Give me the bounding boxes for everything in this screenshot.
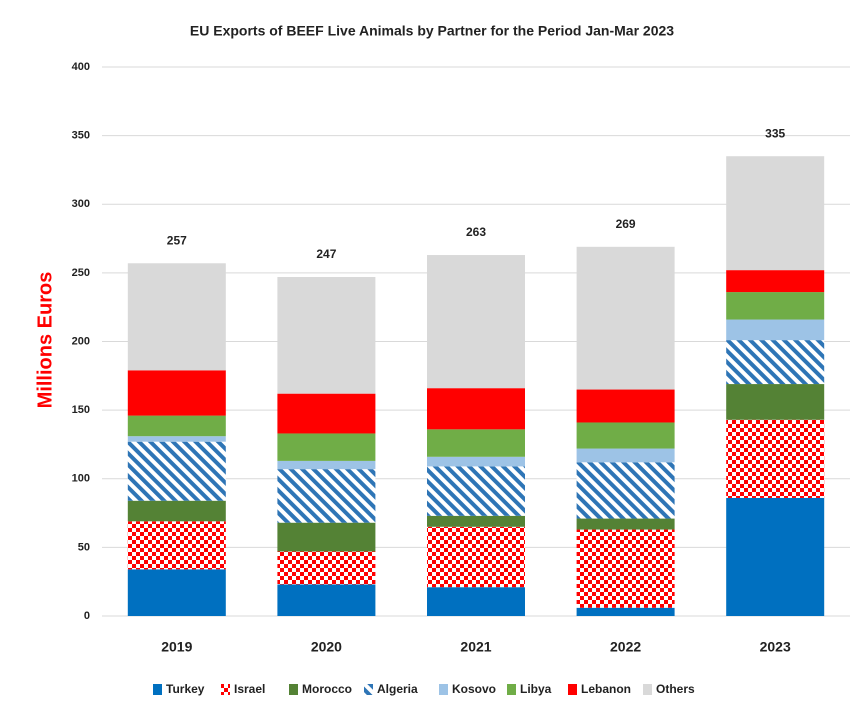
y-tick-label: 0: [84, 610, 90, 622]
bar-segment: [576, 448, 675, 463]
x-tick-label: 2021: [460, 639, 491, 655]
x-tick-label: 2022: [610, 639, 641, 655]
bar-segment: [277, 460, 376, 470]
x-tick-label: 2020: [311, 639, 342, 655]
total-label: 269: [616, 217, 636, 231]
legend-swatch: [568, 684, 577, 695]
legend-label: Algeria: [377, 682, 418, 696]
y-tick-label: 200: [72, 335, 90, 347]
bar-segment: [726, 156, 825, 271]
y-axis-label: Millions Euros: [34, 272, 56, 409]
total-label: 335: [765, 126, 785, 140]
y-tick-label: 350: [72, 130, 90, 142]
chart-title: EU Exports of BEEF Live Animals by Partn…: [190, 23, 674, 39]
bar-segment: [427, 466, 525, 516]
bar-segment: [427, 456, 525, 467]
bar-segment: [576, 462, 675, 519]
legend-label: Morocco: [302, 682, 352, 696]
bar-segment: [277, 584, 376, 616]
bar-segment: [576, 246, 675, 390]
legend-swatch: [507, 684, 516, 695]
bar-segment: [427, 515, 525, 527]
bar-segment: [726, 419, 825, 498]
bar-segment: [576, 607, 675, 616]
bar-segment: [427, 255, 525, 389]
y-tick-label: 100: [72, 473, 90, 485]
bar-segment: [277, 276, 376, 394]
bar-segment: [127, 370, 226, 416]
bar-segment: [127, 415, 226, 437]
bar-segment: [726, 340, 825, 385]
legend-label: Libya: [520, 682, 552, 696]
bar-segment: [427, 429, 525, 457]
bar-segment: [127, 569, 226, 616]
y-tick-label: 150: [72, 404, 90, 416]
bar-segment: [427, 526, 525, 588]
legend-label: Turkey: [166, 682, 205, 696]
bar-segment: [576, 518, 675, 530]
bar-segment: [277, 522, 376, 552]
x-tick-label: 2019: [161, 639, 192, 655]
bar-segment: [277, 393, 376, 434]
bar-segment: [127, 441, 226, 501]
legend-label: Israel: [234, 682, 265, 696]
legend-swatch: [364, 684, 373, 695]
legend-label: Lebanon: [581, 682, 631, 696]
bar-segment: [277, 551, 376, 585]
total-label: 263: [466, 225, 486, 239]
bar-segment: [127, 500, 226, 522]
bar-segment: [127, 263, 226, 371]
y-tick-label: 400: [72, 61, 90, 73]
bar-segment: [277, 469, 376, 523]
legend-label: Others: [656, 682, 695, 696]
x-tick-label: 2023: [760, 639, 791, 655]
bar-segment: [576, 422, 675, 449]
bar-segment: [726, 319, 825, 341]
total-label: 257: [167, 233, 187, 247]
legend-swatch: [289, 684, 298, 695]
y-tick-label: 50: [78, 541, 90, 553]
legend-swatch: [439, 684, 448, 695]
bar-segment: [427, 388, 525, 430]
bar-segment: [427, 587, 525, 616]
bar-segment: [576, 529, 675, 608]
legend-swatch: [153, 684, 162, 695]
legend-label: Kosovo: [452, 682, 496, 696]
bar-segment: [726, 292, 825, 320]
legend-swatch: [221, 684, 230, 695]
bar-segment: [726, 270, 825, 293]
y-tick-label: 300: [72, 198, 90, 210]
bar-segment: [277, 433, 376, 461]
bar-segment: [576, 389, 675, 423]
bar-segment: [726, 384, 825, 420]
bar-segment: [127, 436, 226, 442]
y-tick-label: 250: [72, 267, 90, 279]
bar-segment: [127, 521, 226, 570]
bar-segment: [726, 497, 825, 616]
legend-swatch: [643, 684, 652, 695]
total-label: 247: [316, 247, 336, 261]
